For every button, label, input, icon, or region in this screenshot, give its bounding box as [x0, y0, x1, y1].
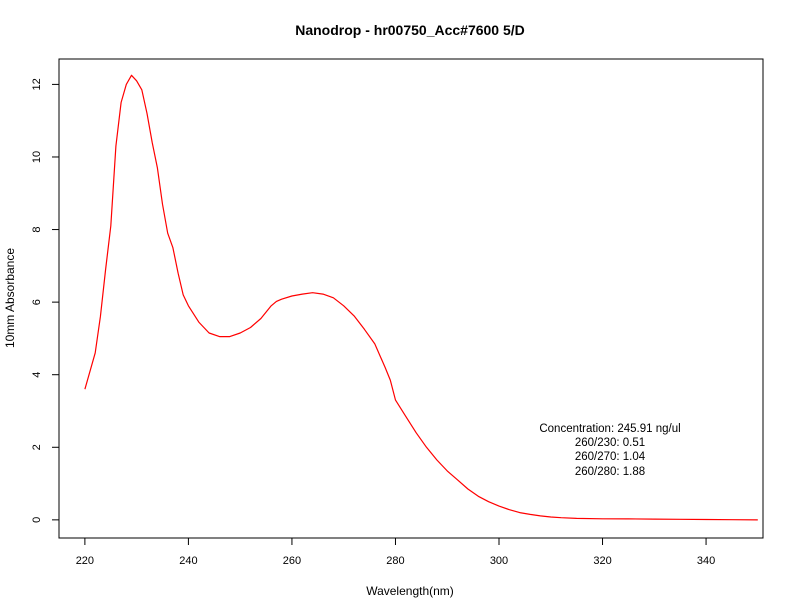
absorbance-line: [84, 74, 758, 521]
x-axis-label: Wavelength(nm): [366, 584, 454, 598]
ratio-260-270-text: 260/270: 1.04: [575, 451, 646, 463]
y-tick-label: 8: [31, 226, 43, 232]
y-tick-label: 4: [31, 372, 43, 378]
y-tick-label: 12: [31, 78, 43, 90]
y-axis-label: 10mm Absorbance: [3, 248, 17, 348]
x-tick-label: 260: [283, 555, 301, 567]
x-axis: 220 240 260 280 300 320 340: [76, 537, 715, 567]
y-tick-label: 2: [31, 444, 43, 450]
y-tick-label: 0: [31, 517, 43, 523]
x-tick-label: 300: [490, 555, 508, 567]
y-tick-label: 6: [31, 299, 43, 305]
y-tick-label: 10: [31, 151, 43, 163]
x-tick-label: 320: [593, 555, 611, 567]
ratio-260-230-text: 260/230: 0.51: [575, 437, 645, 449]
x-tick-label: 240: [179, 555, 197, 567]
y-axis: 0 2 4 6 8 10 12: [31, 78, 60, 523]
x-tick-label: 220: [76, 555, 94, 567]
concentration-text: Concentration: 245.91 ng/ul: [539, 423, 680, 435]
series-layer: [84, 74, 758, 521]
chart-title: Nanodrop - hr00750_Acc#7600 5/D: [295, 22, 525, 38]
x-tick-label: 340: [697, 555, 715, 567]
stats-annotation: Concentration: 245.91 ng/ul 260/230: 0.5…: [539, 423, 680, 478]
x-tick-label: 280: [386, 555, 404, 567]
plot-area-frame: [58, 58, 764, 539]
ratio-260-280-text: 260/280: 1.88: [575, 466, 645, 478]
